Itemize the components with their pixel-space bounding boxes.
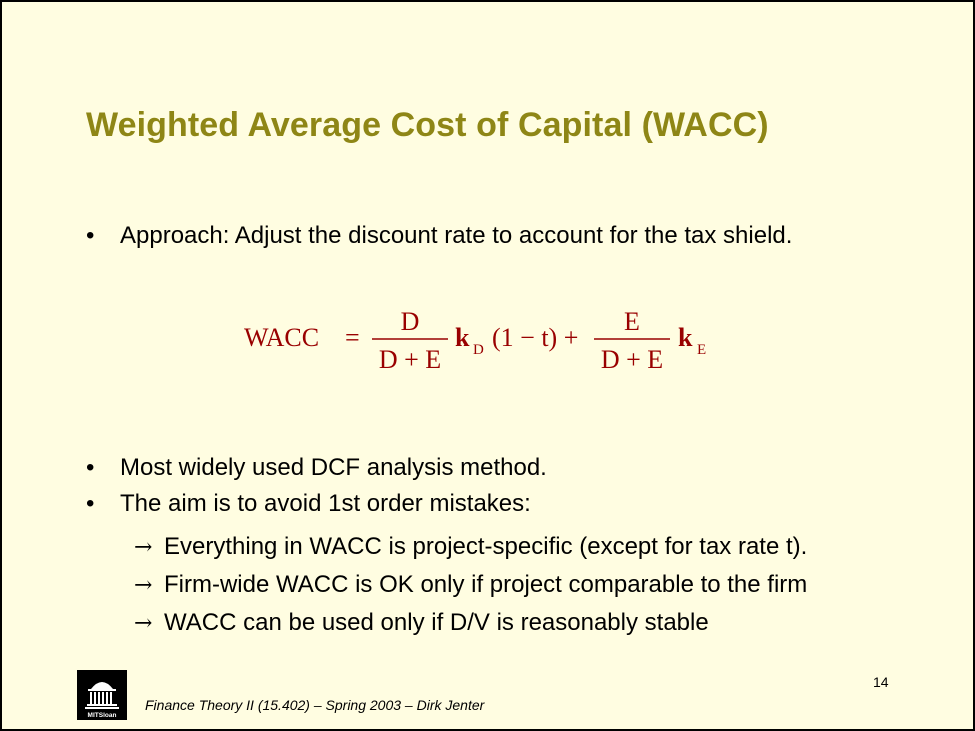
sub-point-stable-dv: → WACC can be used only if D/V is reasona… xyxy=(134,608,709,639)
bullet-approach: • Approach: Adjust the discount rate to a… xyxy=(86,221,792,251)
sub-point-text: Firm-wide WACC is OK only if project com… xyxy=(164,571,808,598)
sub-point-project-specific: → Everything in WACC is project-specific … xyxy=(134,532,807,563)
formula-k-debt: k xyxy=(455,323,470,352)
bullet-text: Most widely used DCF analysis method. xyxy=(120,454,547,481)
bullet-text: The aim is to avoid 1st order mistakes: xyxy=(120,490,531,517)
sub-point-firm-wide: → Firm-wide WACC is OK only if project co… xyxy=(134,570,807,601)
mit-sloan-logo: MITSloan xyxy=(77,670,127,720)
bullet-marker: • xyxy=(86,454,95,481)
logo-text: MITSloan xyxy=(88,712,117,719)
wacc-formula: WACC = D D + E k D (1 − t) + E D + E k E xyxy=(242,302,722,382)
formula-k-equity: k xyxy=(678,323,693,352)
sub-point-text: Everything in WACC is project-specific (… xyxy=(164,533,808,560)
formula-subscript-d: D xyxy=(473,342,484,358)
formula-subscript-e: E xyxy=(697,342,706,358)
wacc-formula-svg: WACC = D D + E k D (1 − t) + E D + E k E xyxy=(244,307,706,374)
bullet-most-widely-used: • Most widely used DCF analysis method. xyxy=(86,453,547,483)
formula-lhs: WACC xyxy=(244,323,319,352)
arrow-icon: → xyxy=(134,535,153,560)
footer-text: Finance Theory II (15.402) – Spring 2003… xyxy=(145,697,485,713)
fraction1-denominator: D + E xyxy=(379,345,441,374)
formula-equals: = xyxy=(345,323,360,352)
slide-title: Weighted Average Cost of Capital (WACC) xyxy=(86,106,769,144)
fraction2-denominator: D + E xyxy=(601,345,663,374)
arrow-icon: → xyxy=(134,611,153,636)
arrow-icon: → xyxy=(134,573,153,598)
bullet-text: Approach: Adjust the discount rate to ac… xyxy=(120,222,793,249)
bullet-marker: • xyxy=(86,222,95,249)
formula-tax-term: (1 − t) + xyxy=(492,323,578,352)
bullet-marker: • xyxy=(86,490,95,517)
fraction2-numerator: E xyxy=(624,307,640,336)
page-number: 14 xyxy=(873,674,889,690)
dome-building-icon: MITSloan xyxy=(77,670,127,720)
fraction1-numerator: D xyxy=(401,307,420,336)
bullet-aim: • The aim is to avoid 1st order mistakes: xyxy=(86,489,531,519)
sub-point-text: WACC can be used only if D/V is reasonab… xyxy=(164,609,709,636)
